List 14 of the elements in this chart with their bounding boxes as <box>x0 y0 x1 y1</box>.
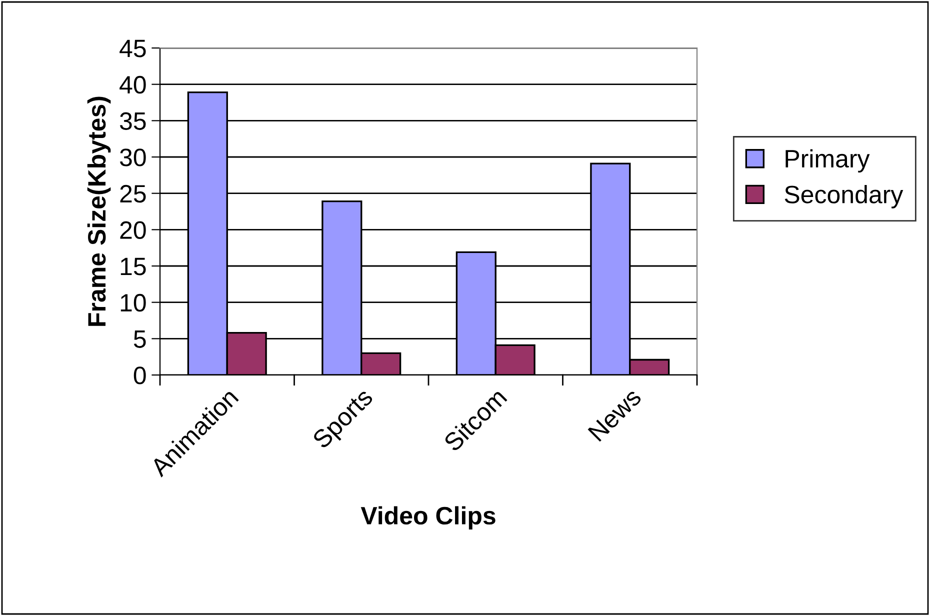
y-tick-label: 5 <box>134 330 146 348</box>
x-axis-title: Video Clips <box>360 506 496 530</box>
y-tick-label: 30 <box>120 148 146 166</box>
y-tick-label: 20 <box>120 221 146 239</box>
y-tick-label: 15 <box>120 258 146 276</box>
y-tick-label: 0 <box>134 366 146 384</box>
y-axis-title: Frame Size(Kbytes) <box>87 96 111 326</box>
y-tick-label: 45 <box>120 40 146 58</box>
legend-label: Primary <box>786 149 870 173</box>
legend-label: Secondary <box>784 185 904 208</box>
y-tick-label: 25 <box>120 184 146 203</box>
y-tick-label: 35 <box>120 112 146 130</box>
y-tick-label: 40 <box>120 76 146 94</box>
y-tick-label: 10 <box>120 294 146 312</box>
